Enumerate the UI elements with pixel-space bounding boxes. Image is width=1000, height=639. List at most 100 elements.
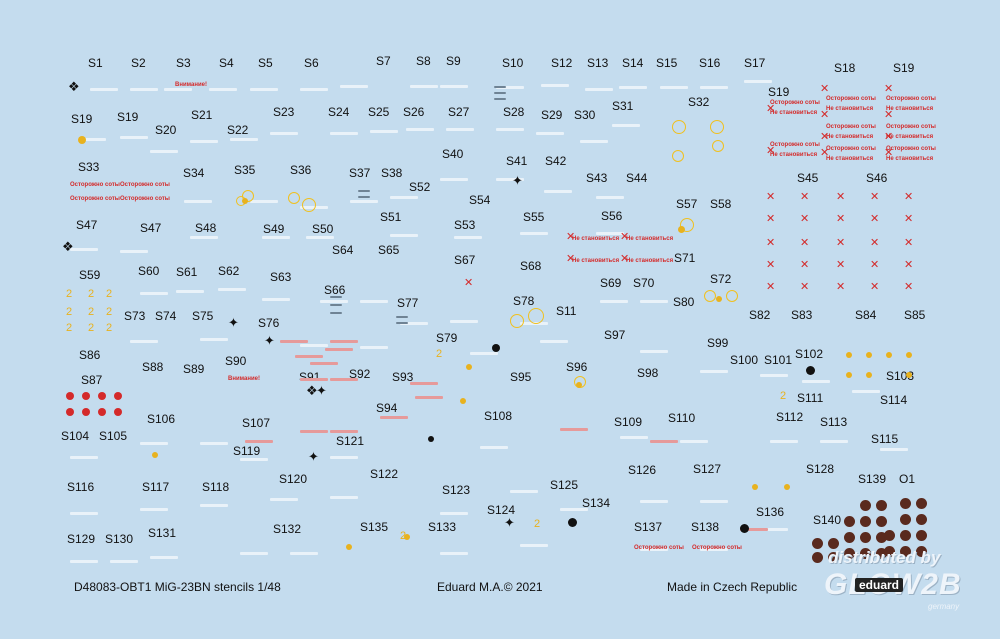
placard [770, 440, 798, 443]
warning-honeycomb: Осторожно соты [770, 100, 820, 106]
yellow-marker [846, 372, 852, 378]
red-placard [325, 348, 353, 351]
yellow-ring [680, 218, 694, 232]
stencil-label: S46 [866, 171, 888, 185]
placard [390, 234, 418, 237]
red-cross: ✕ [904, 190, 914, 203]
roundel-dot [828, 538, 839, 549]
yellow-number: 2 [66, 322, 73, 334]
warning-honeycomb: Осторожно соты [70, 182, 120, 188]
red-placard [295, 355, 323, 358]
red-placard [280, 340, 308, 343]
placard [744, 80, 772, 83]
placard [70, 512, 98, 515]
placard [78, 138, 106, 141]
stencil-label: S131 [148, 526, 177, 540]
red-cross: ✕ [904, 212, 914, 225]
placard [218, 288, 246, 291]
roundel-dot [828, 552, 839, 563]
stencil-label: S122 [370, 467, 399, 481]
stencil-label: S127 [693, 462, 722, 476]
placard [544, 190, 572, 193]
black-dot [428, 436, 434, 442]
print-block [330, 312, 342, 314]
print-block [494, 86, 506, 88]
stencil-label: S113 [820, 415, 848, 429]
placard [306, 236, 334, 239]
print-block [494, 92, 506, 94]
stencil-label: S100 [730, 353, 759, 367]
stencil-label: S101 [764, 353, 793, 367]
placard [880, 448, 908, 451]
red-cross: ✕ [766, 236, 776, 249]
stencil-label: S53 [454, 218, 476, 232]
stencil-label: S118 [202, 480, 230, 494]
placard [520, 544, 548, 547]
black-marker: ✦ [308, 450, 319, 465]
warning-honeycomb: Осторожно соты [826, 146, 876, 152]
yellow-ring [704, 290, 716, 302]
placard [510, 490, 538, 493]
red-cross: ✕ [820, 82, 830, 95]
black-marker: ❖ [68, 80, 80, 95]
yellow-number: 2 [436, 348, 443, 360]
stencil-label: S85 [904, 308, 926, 322]
placard [320, 300, 348, 303]
warning-no-step: Не становиться [626, 258, 674, 264]
placard [240, 552, 268, 555]
roundel-dot [884, 546, 895, 557]
placard [440, 178, 468, 181]
red-placard [300, 430, 328, 433]
placard [640, 548, 668, 551]
print-block [396, 322, 408, 324]
placard [250, 200, 278, 203]
placard [190, 140, 218, 143]
warning-no-step: Не становиться [770, 110, 818, 116]
stencil-label: S138 [691, 520, 720, 534]
red-cross: ✕ [820, 130, 830, 143]
stencil-label: S84 [855, 308, 877, 322]
roundel-dot [860, 500, 871, 511]
stencil-label: S102 [795, 347, 824, 361]
stencil-label: S66 [324, 283, 346, 297]
yellow-dot [152, 452, 158, 458]
yellow-dot [784, 484, 790, 490]
stencil-label: S4 [219, 56, 234, 70]
placard [130, 340, 158, 343]
warning-honeycomb: Осторожно соты [770, 142, 820, 148]
placard [596, 232, 624, 235]
red-placard [380, 416, 408, 419]
stencil-label: S65 [378, 243, 400, 257]
stencil-label: S106 [147, 412, 176, 426]
placard [330, 496, 358, 499]
stencil-label: S58 [710, 197, 732, 211]
red-cross: ✕ [800, 236, 810, 249]
placard [164, 88, 192, 91]
stencil-label: S95 [510, 370, 532, 384]
stencil-label: S61 [176, 265, 198, 279]
yellow-number: 2 [534, 518, 541, 530]
warning-no-step: Не становиться [572, 236, 620, 242]
print-block [396, 316, 408, 318]
stencil-label: S87 [81, 373, 103, 387]
roundel-dot [916, 546, 927, 557]
red-cross: ✕ [836, 258, 846, 271]
warning-honeycomb: Осторожно соты [692, 545, 742, 551]
placard [120, 136, 148, 139]
stencil-label: S45 [797, 171, 819, 185]
stencil-label: S74 [155, 309, 177, 323]
yellow-dot [78, 136, 86, 144]
placard [150, 556, 178, 559]
stencil-label: S129 [67, 532, 96, 546]
stencil-label: S3 [176, 56, 191, 70]
stencil-label: S59 [79, 268, 101, 282]
stencil-label: S33 [78, 160, 100, 174]
roundel-dot [900, 530, 911, 541]
stencil-label: S93 [392, 370, 414, 384]
placard [496, 178, 524, 181]
placard [640, 300, 668, 303]
red-cross: ✕ [766, 280, 776, 293]
roundel-dot [900, 546, 911, 557]
placard [802, 380, 830, 383]
placard [190, 236, 218, 239]
